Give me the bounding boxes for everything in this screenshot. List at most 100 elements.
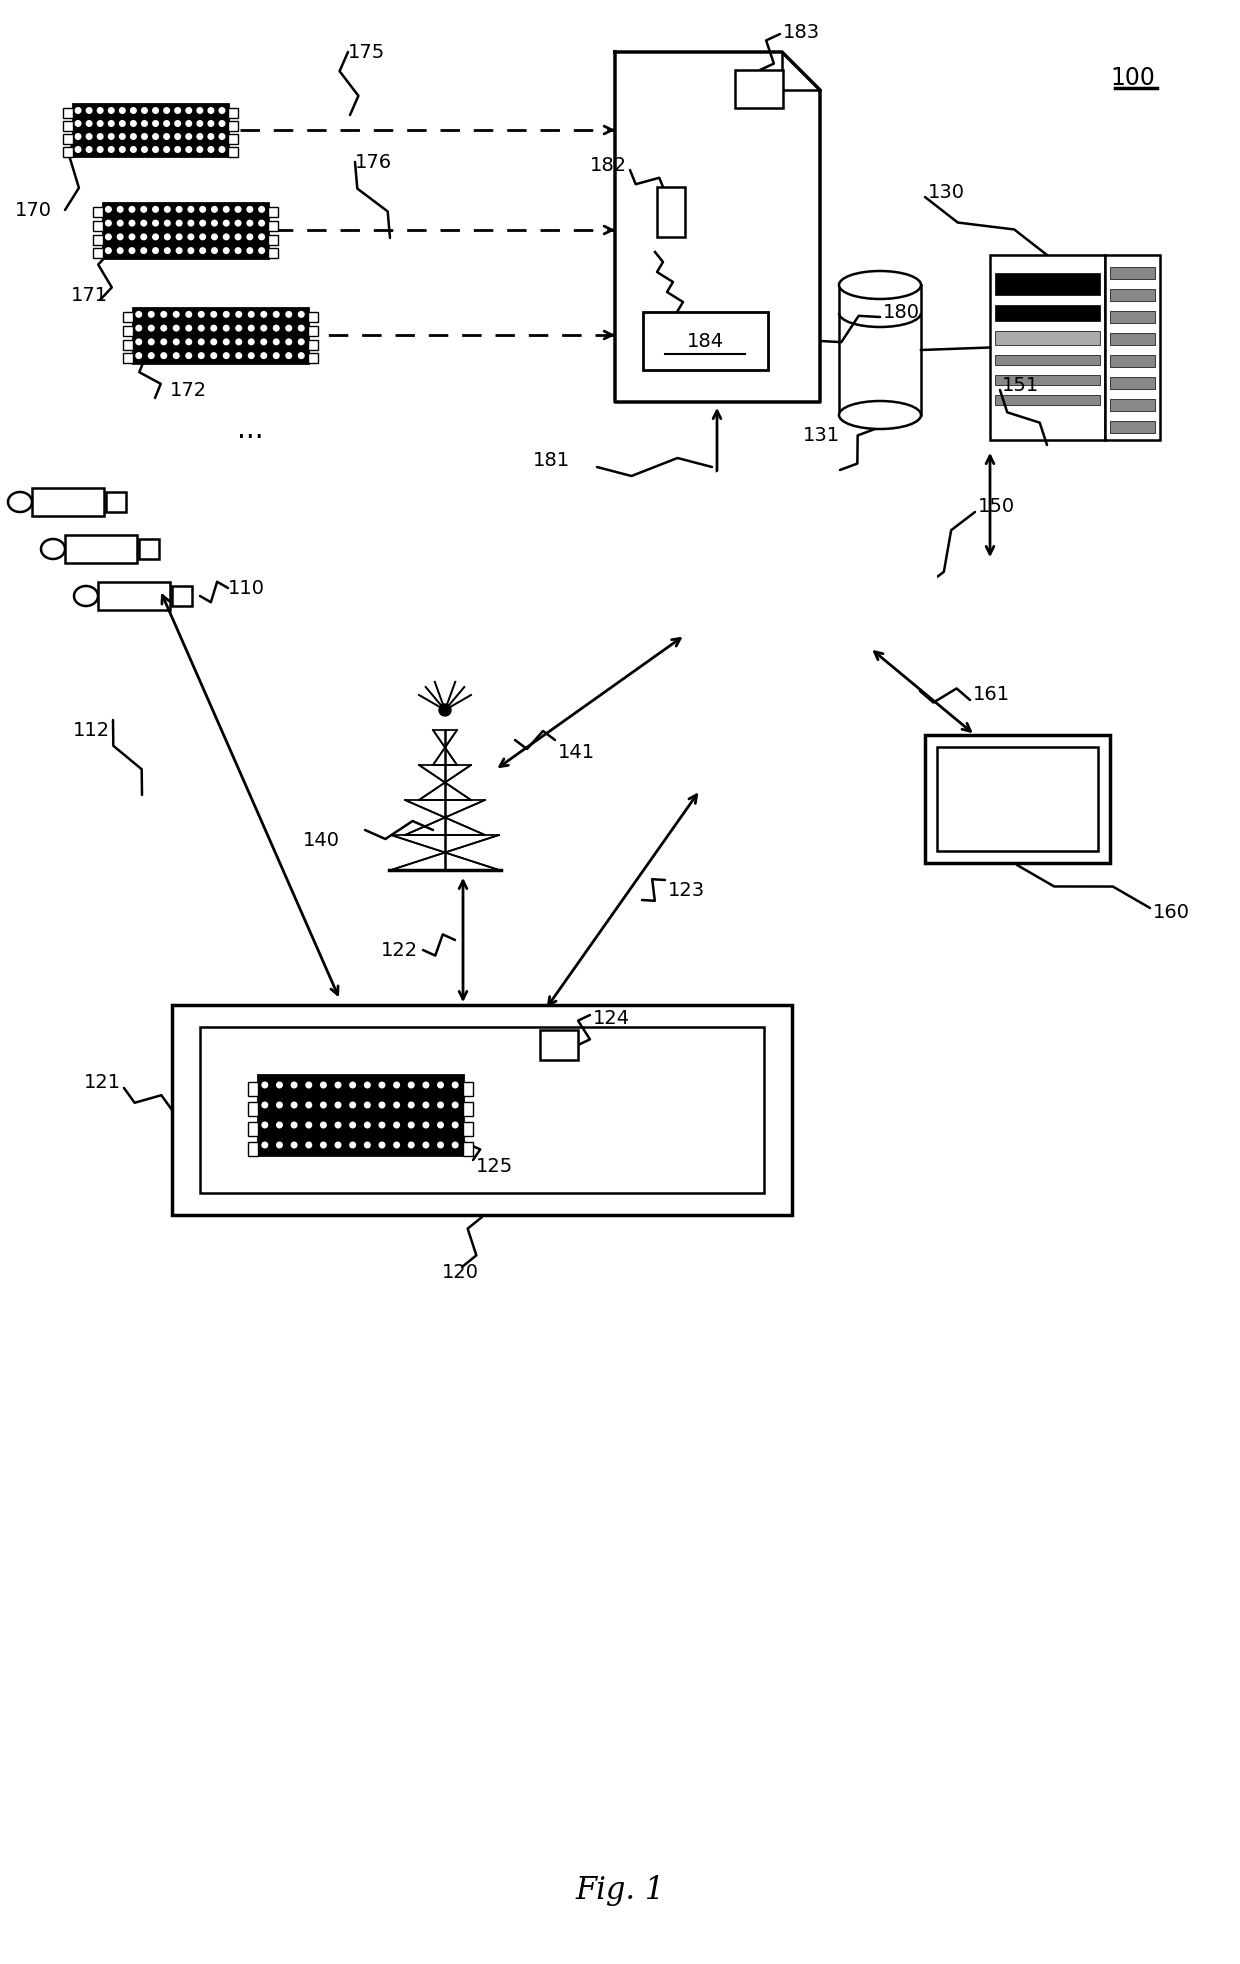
Circle shape [153,147,159,153]
Circle shape [274,312,279,316]
Circle shape [130,134,136,139]
Bar [98,581,170,611]
Circle shape [129,220,135,226]
Circle shape [87,147,92,153]
Circle shape [208,120,213,126]
Circle shape [223,206,229,212]
Circle shape [439,703,451,717]
Text: ...: ... [237,416,263,444]
Circle shape [291,1121,296,1127]
Circle shape [118,234,123,240]
Circle shape [165,220,170,226]
Circle shape [350,1102,356,1108]
Circle shape [165,234,170,240]
Bar [172,1006,792,1216]
Bar [994,395,1100,405]
Bar [62,108,72,118]
Circle shape [259,247,264,253]
Text: 172: 172 [170,381,207,399]
Circle shape [186,134,191,139]
Circle shape [291,1102,296,1108]
Circle shape [453,1082,458,1088]
Circle shape [118,206,123,212]
Circle shape [299,354,304,357]
Circle shape [365,1121,370,1127]
Bar [994,304,1100,320]
Circle shape [299,340,304,344]
Circle shape [306,1102,311,1108]
Circle shape [223,312,229,316]
Text: 123: 123 [668,880,706,900]
Circle shape [211,354,217,357]
Circle shape [223,340,229,344]
Circle shape [98,134,103,139]
Bar [248,1141,258,1157]
Circle shape [219,120,224,126]
Bar [937,746,1097,850]
Ellipse shape [41,538,64,560]
Circle shape [223,247,229,253]
Circle shape [236,206,241,212]
Bar [994,273,1100,295]
Circle shape [379,1121,384,1127]
Circle shape [394,1143,399,1147]
Circle shape [105,220,112,226]
Bar [308,340,317,350]
Circle shape [277,1121,283,1127]
Circle shape [149,354,154,357]
Text: 184: 184 [687,332,724,350]
Text: 141: 141 [558,742,595,762]
Bar [308,354,317,363]
Circle shape [130,120,136,126]
Circle shape [350,1121,356,1127]
Circle shape [248,354,254,357]
Bar [62,134,72,143]
Circle shape [161,354,166,357]
Circle shape [274,354,279,357]
Circle shape [321,1102,326,1108]
Circle shape [321,1082,326,1088]
Circle shape [164,108,170,114]
Circle shape [306,1082,311,1088]
Circle shape [262,1102,268,1108]
Circle shape [165,247,170,253]
Bar [139,538,159,560]
Circle shape [260,312,267,316]
Circle shape [208,108,213,114]
Circle shape [136,312,141,316]
Circle shape [129,234,135,240]
Bar [93,247,103,259]
Bar [227,108,238,118]
Circle shape [299,326,304,330]
Circle shape [394,1102,399,1108]
Bar [105,493,126,513]
Text: 122: 122 [381,941,418,960]
Circle shape [365,1143,370,1147]
Bar [93,206,103,218]
Bar [268,206,278,218]
Circle shape [153,220,159,226]
Bar [62,147,72,157]
Circle shape [130,147,136,153]
Bar [1110,355,1154,367]
Bar [123,354,133,363]
Circle shape [186,326,191,330]
Circle shape [219,108,224,114]
Circle shape [286,340,291,344]
Bar [32,487,104,517]
Circle shape [262,1121,268,1127]
Circle shape [260,340,267,344]
Bar [62,122,72,132]
Bar [644,312,768,369]
Bar [463,1102,472,1116]
Bar [248,1102,258,1116]
Bar [925,735,1110,862]
Circle shape [755,475,885,605]
Circle shape [286,312,291,316]
Circle shape [186,354,191,357]
Circle shape [188,206,193,212]
Text: 176: 176 [355,153,392,171]
Circle shape [335,1082,341,1088]
Bar [308,312,317,322]
Circle shape [186,108,191,114]
